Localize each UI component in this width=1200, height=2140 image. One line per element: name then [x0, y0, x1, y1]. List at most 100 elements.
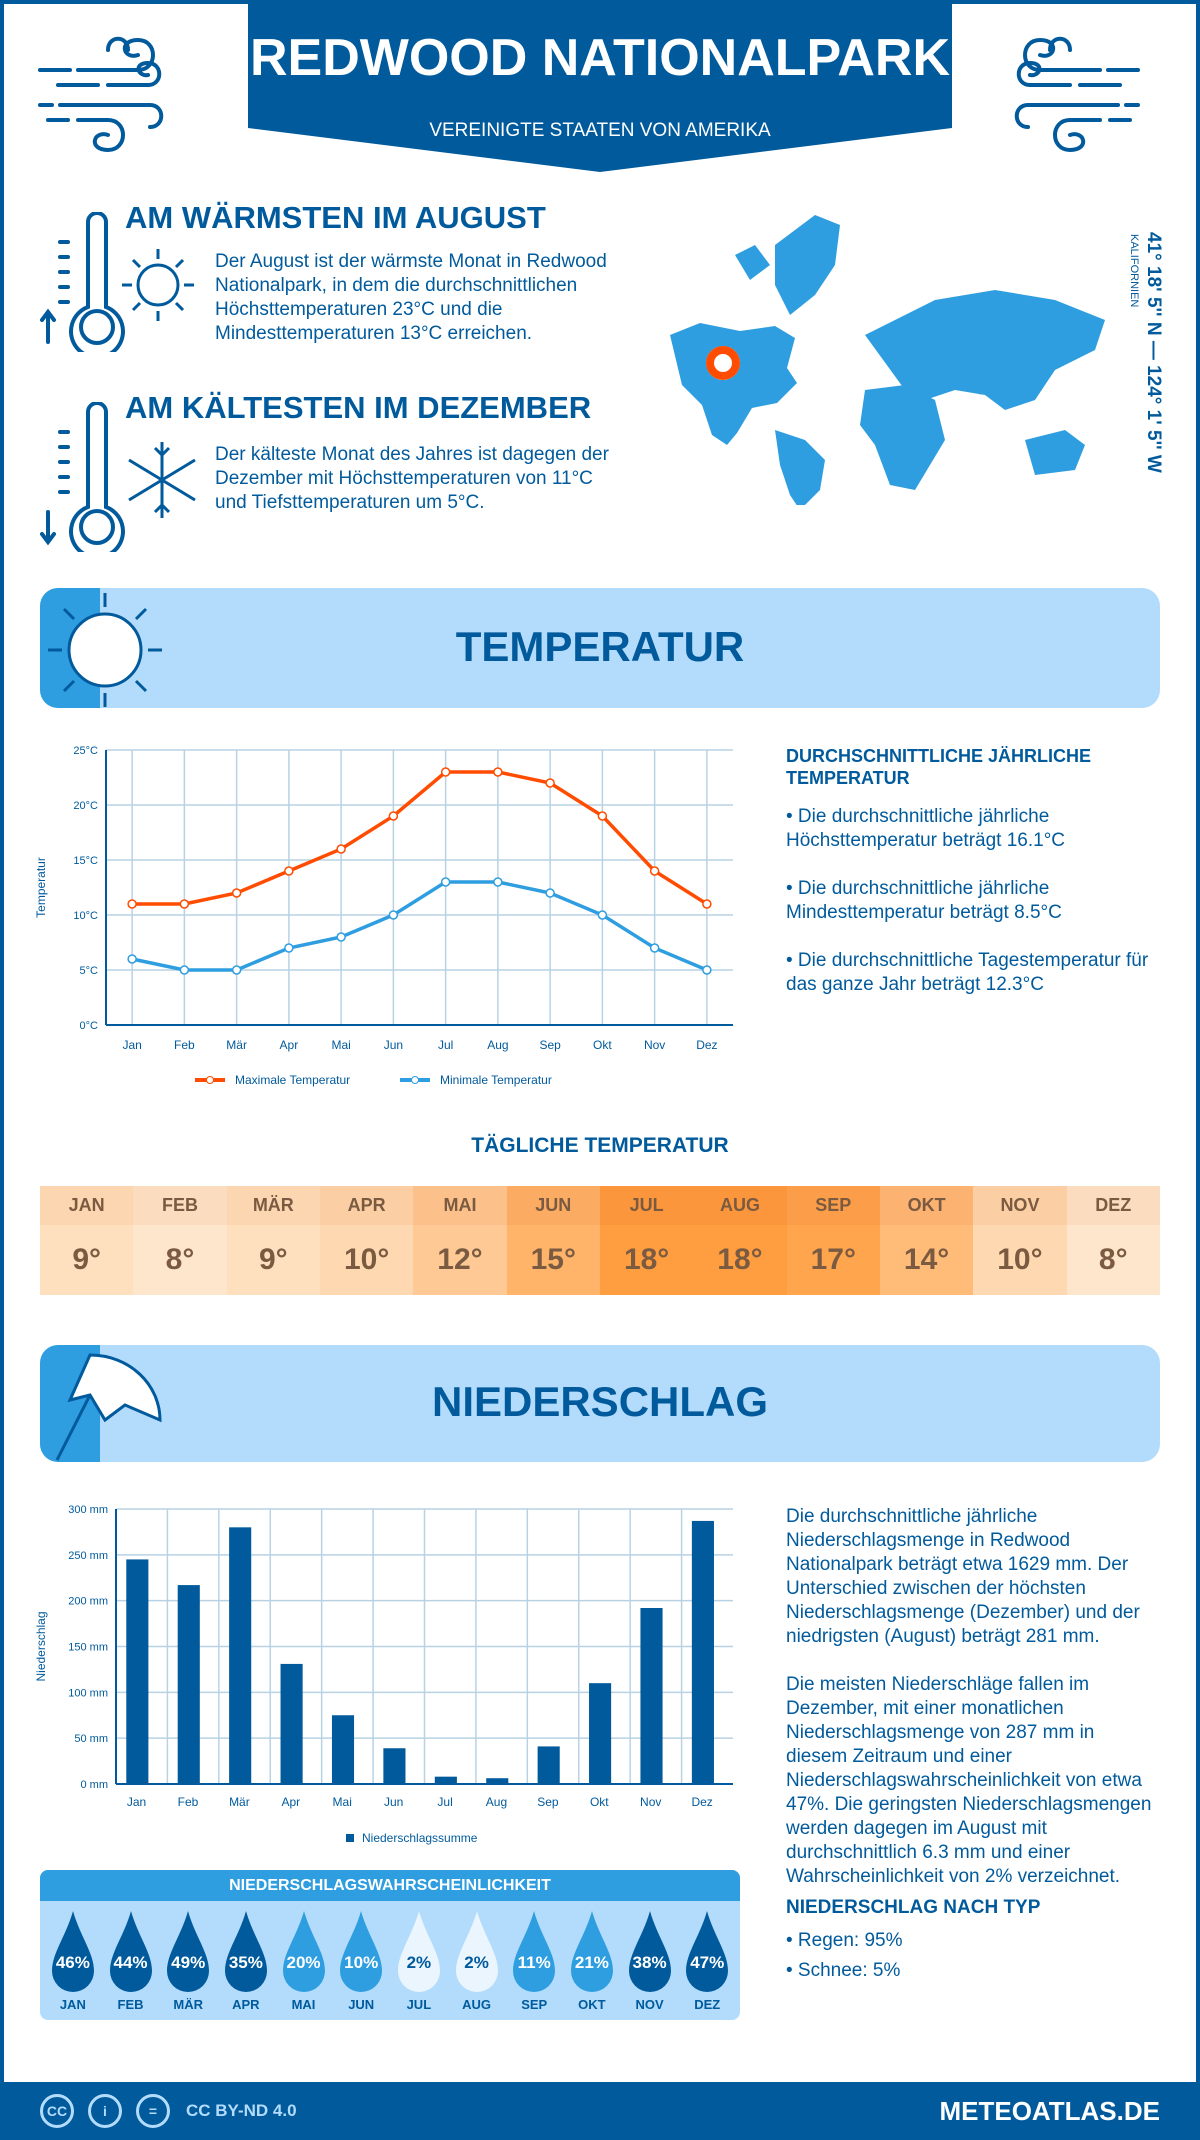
y-tick-label: 10°C [73, 910, 98, 922]
x-tick-label: Mai [333, 1795, 352, 1809]
daily-cell: JUL 18° [599, 1186, 694, 1295]
daily-value: 8° [133, 1225, 227, 1295]
bar [280, 1663, 303, 1784]
wind-icon [1014, 36, 1140, 153]
drop-icon [52, 1911, 94, 1992]
y-tick-label: 5°C [80, 965, 99, 977]
daily-value: 10° [973, 1225, 1067, 1295]
site-link[interactable]: METEOATLAS.DE [939, 2096, 1160, 2126]
x-tick-label: Jan [122, 1038, 141, 1052]
drop-icon [282, 1911, 325, 1992]
daily-temperature-title: TÄGLICHE TEMPERATUR [471, 1134, 729, 1157]
page-title: REDWOOD NATIONALPARK [249, 29, 951, 87]
bar [691, 1520, 714, 1784]
info-avg: • Die durchschnittliche Tagestemperatur … [786, 950, 1149, 995]
data-point [440, 767, 451, 777]
probability-drop: 2% AUG [448, 1901, 506, 2020]
coordinates: 41° 18' 5'' N — 124° 1' 5'' W [1143, 232, 1164, 473]
world-map [670, 215, 1105, 505]
daily-month: MÄR [226, 1186, 320, 1225]
data-point [702, 899, 712, 909]
data-point [493, 877, 503, 887]
y-tick-label: 200 mm [68, 1596, 108, 1608]
info-min: • Die durchschnittliche jährliche Mindes… [786, 878, 1062, 923]
data-point [127, 954, 137, 964]
daily-month: AUG [693, 1186, 787, 1225]
x-tick-label: Nov [640, 1795, 661, 1809]
daily-month: DEZ [1066, 1186, 1160, 1225]
daily-value: 18° [693, 1225, 787, 1295]
probability-month: FEB [117, 1997, 144, 2012]
daily-cell: DEZ 8° [1066, 1186, 1160, 1295]
x-tick-label: Sep [537, 1795, 559, 1809]
daily-cell: OKT 14° [879, 1186, 974, 1295]
probability-drop: 49% MÄR [159, 1901, 217, 2020]
probability-drop: 2% JUL [390, 1901, 448, 2020]
probability-drop: 38% NOV [621, 1901, 679, 2020]
y-tick-label: 150 mm [68, 1642, 108, 1654]
y-tick-label: 15°C [73, 855, 98, 867]
license[interactable]: CC BY-ND 4.0 [186, 2101, 297, 2120]
daily-cell: APR 10° [319, 1186, 414, 1295]
temperature-info: DURCHSCHNITTLICHE JÄHRLICHE TEMPERATUR •… [786, 745, 1156, 1021]
legend-swatch [346, 1834, 354, 1842]
probability-value: 2% [406, 1953, 432, 1972]
probability-month: AUG [462, 1997, 491, 2012]
daily-value: 18° [599, 1225, 694, 1295]
probability-value: 2% [464, 1953, 489, 1972]
probability-value: 44% [113, 1953, 148, 1972]
data-point [493, 767, 503, 777]
daily-month: JUN [506, 1186, 600, 1225]
daily-value: 12° [413, 1225, 507, 1295]
sun-icon [122, 249, 194, 321]
coldest-text: Der kälteste Monat des Jahres ist dagege… [215, 444, 609, 513]
drop-icon [340, 1911, 383, 1992]
precipitation-probability: NIEDERSCHLAGSWAHRSCHEINLICHKEIT 46% JAN 44… [40, 1870, 740, 2020]
nd-icon: = [136, 2094, 170, 2128]
daily-month: SEP [786, 1186, 880, 1225]
data-point [440, 877, 451, 887]
legend-label: Maximale Temperatur [235, 1073, 350, 1087]
y-tick-label: 250 mm [68, 1550, 108, 1562]
probability-value: 47% [690, 1953, 725, 1972]
drop-icon [398, 1911, 441, 1992]
y-tick-label: 20°C [73, 800, 98, 812]
daily-cell: AUG 18° [693, 1186, 787, 1295]
cc-icon: CC [40, 2094, 74, 2128]
umbrella-rain-icon [55, 1353, 162, 1461]
by-icon: i [88, 2094, 122, 2128]
x-tick-label: Jul [437, 1795, 452, 1809]
daily-month: APR [319, 1186, 414, 1225]
precip-type-rain: • Regen: 95% [786, 1930, 903, 1951]
y-tick-label: 100 mm [68, 1687, 108, 1699]
temperature-banner: TEMPERATUR [40, 588, 1160, 708]
x-tick-label: Aug [486, 1795, 507, 1809]
daily-month: MAI [413, 1186, 507, 1225]
data-point [649, 866, 660, 876]
daily-cell: JAN 9° [40, 1186, 134, 1295]
x-tick-label: Mär [226, 1038, 247, 1052]
data-point [179, 899, 190, 909]
legend-label: Niederschlagssumme [362, 1831, 478, 1845]
drop-icon [628, 1911, 671, 1992]
x-tick-label: Jun [384, 1038, 403, 1052]
data-point [284, 866, 294, 876]
thermometer-up-icon [40, 212, 125, 352]
x-tick-label: Jun [384, 1795, 403, 1809]
probability-value: 20% [286, 1953, 321, 1972]
legend-marker [206, 1076, 214, 1084]
data-point [597, 811, 608, 821]
probability-drop: 47% DEZ [678, 1901, 736, 2020]
data-point [231, 965, 242, 975]
probability-month: JUN [348, 1997, 375, 2012]
probability-drop: 44% FEB [102, 1901, 160, 2020]
y-axis-label: Niederschlag [34, 1611, 48, 1681]
x-tick-label: Mär [229, 1795, 250, 1809]
x-tick-label: Feb [174, 1038, 195, 1052]
data-point [545, 888, 555, 898]
daily-value: 8° [1066, 1225, 1160, 1295]
bar [177, 1585, 200, 1784]
data-point [388, 811, 399, 821]
legend-label: Minimale Temperatur [440, 1073, 552, 1087]
series-line [132, 770, 708, 906]
